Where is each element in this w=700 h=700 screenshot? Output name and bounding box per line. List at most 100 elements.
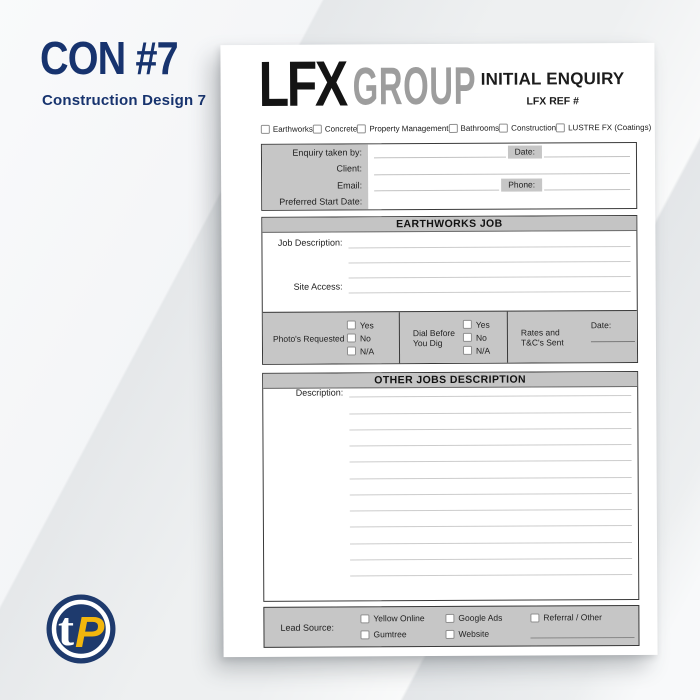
date-chip: Date: — [507, 145, 542, 159]
photos-option-na: N/A — [346, 345, 375, 356]
write-line — [349, 379, 632, 398]
email-row: Phone: — [374, 175, 631, 193]
logo-text-lfx: LFX — [258, 47, 347, 120]
option-label: Yes — [359, 319, 374, 330]
checkbox-photos-yes[interactable] — [346, 320, 356, 330]
option-label: Google Ads — [458, 612, 503, 623]
dial-before-dig-cell: Dial Before You Dig Yes No N/A — [398, 311, 508, 364]
write-line — [350, 542, 633, 561]
photos-option-yes: Yes — [346, 319, 374, 330]
checkbox-photos-no[interactable] — [346, 333, 356, 343]
dial-option-yes: Yes — [462, 319, 490, 329]
lead-option-google-ads: Google Ads — [445, 613, 502, 623]
category-checkbox-row: Earthworks Concrete Property Management … — [260, 123, 651, 134]
checkbox-bathrooms[interactable] — [448, 123, 458, 133]
contact-fields: Date: Phone: — [373, 143, 631, 210]
write-line — [350, 558, 633, 577]
checkbox-referral-other[interactable] — [530, 612, 540, 623]
write-line — [349, 477, 632, 496]
logo-letter-p: P — [75, 608, 105, 657]
dial-option-na: N/A — [462, 345, 491, 356]
date-write-line — [543, 156, 630, 158]
write-line — [348, 261, 631, 279]
category-earthworks: Earthworks — [260, 124, 313, 134]
category-concrete: Concrete — [312, 124, 358, 134]
category-label: Property Management — [369, 123, 449, 134]
lead-option-referral-other: Referral / Other — [530, 612, 634, 623]
rates-tcs-cell: Rates and T&C's Sent Date: — [506, 310, 638, 363]
category-label: Earthworks — [272, 124, 313, 134]
write-line — [348, 276, 631, 294]
category-label: Concrete — [324, 124, 358, 134]
site-access-label: Site Access: — [293, 281, 343, 292]
earthworks-write-lines — [348, 231, 631, 294]
category-lustre-fx: LUSTRE FX (Coatings) — [556, 122, 652, 133]
option-label: N/A — [475, 345, 491, 356]
category-label: Bathrooms — [460, 123, 500, 133]
checkbox-dial-na[interactable] — [462, 345, 473, 355]
email-write-line — [374, 189, 500, 192]
lead-source-col-3: Referral / Other — [530, 612, 635, 639]
client-row — [374, 159, 631, 177]
checkbox-dial-yes[interactable] — [462, 319, 472, 329]
checkbox-website[interactable] — [445, 629, 455, 639]
lead-source-section: Lead Source: Yellow Online Gumtree Googl… — [263, 604, 640, 648]
option-label: N/A — [359, 345, 375, 356]
write-line — [349, 493, 632, 512]
write-line — [349, 526, 633, 544]
rates-tcs-label: Rates and T&C's Sent — [520, 326, 564, 348]
lead-source-label: Lead Source: — [280, 622, 335, 633]
checkbox-photos-na[interactable] — [346, 346, 357, 356]
option-label: No — [475, 332, 487, 343]
category-label: Construction — [511, 123, 557, 133]
checkbox-google-ads[interactable] — [445, 613, 455, 623]
tp-logo-icon: t P — [46, 594, 116, 664]
write-line — [349, 444, 632, 463]
option-label: Referral / Other — [543, 612, 603, 623]
earthworks-job-header: EARTHWORKS JOB — [262, 215, 637, 233]
earthworks-options-table: Photo's Requested Yes No N/A — [262, 309, 638, 364]
category-label: LUSTRE FX (Coatings) — [568, 122, 652, 133]
write-line — [348, 231, 631, 249]
rates-date-block: Date: — [590, 320, 635, 343]
rates-date-write-line — [590, 329, 635, 343]
lead-option-gumtree: Gumtree — [360, 629, 424, 639]
contact-label-column: Enquiry taken by: Client: Email: Preferr… — [261, 144, 369, 210]
referral-other-write-line — [530, 627, 635, 639]
checkbox-gumtree[interactable] — [360, 629, 370, 639]
checkbox-earthworks[interactable] — [260, 124, 270, 134]
form-paper: LFX GROUP INITIAL ENQUIRY LFX REF # Eart… — [220, 42, 658, 658]
photos-requested-label: Photo's Requested — [272, 332, 345, 344]
form-ref-label: LFX REF # — [526, 95, 579, 108]
dial-option-no: No — [462, 332, 490, 343]
preferred-start-date-label: Preferred Start Date: — [279, 196, 363, 207]
checkbox-construction[interactable] — [499, 123, 509, 133]
category-construction: Construction — [499, 123, 557, 133]
dial-before-dig-options: Yes No N/A — [462, 319, 491, 356]
client-write-line — [374, 172, 631, 175]
email-label: Email: — [337, 180, 363, 191]
checkbox-yellow-online[interactable] — [360, 613, 370, 623]
job-description-label: Job Description: — [277, 237, 343, 248]
design-code-title: CON #7 — [40, 32, 179, 84]
preferred-start-date-row — [374, 192, 630, 210]
checkbox-lustre-fx[interactable] — [556, 123, 566, 133]
option-label: No — [359, 332, 371, 343]
rates-date-label: Date: — [590, 320, 612, 331]
checkbox-property-management[interactable] — [357, 124, 367, 134]
category-bathrooms: Bathrooms — [448, 124, 499, 133]
enquiry-taken-by-write-line — [373, 156, 506, 159]
logo-text-group: GROUP — [352, 56, 477, 117]
checkbox-dial-no[interactable] — [462, 332, 472, 342]
write-line — [349, 428, 632, 447]
lead-source-col-1: Yellow Online Gumtree — [360, 613, 425, 639]
photos-requested-options: Yes No N/A — [346, 319, 375, 356]
dial-before-dig-label: Dial Before You Dig — [412, 327, 455, 348]
client-label: Client: — [336, 163, 363, 174]
option-label: Website — [458, 628, 490, 639]
photos-requested-cell: Photo's Requested Yes No N/A — [263, 312, 399, 364]
category-property-management: Property Management — [357, 123, 449, 134]
option-label: Gumtree — [373, 629, 407, 640]
checkbox-concrete[interactable] — [312, 124, 322, 134]
